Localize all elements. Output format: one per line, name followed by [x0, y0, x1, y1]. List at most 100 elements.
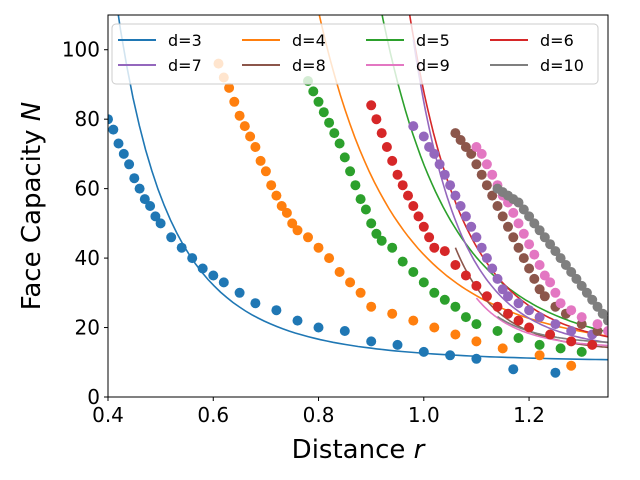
data-point-d3	[471, 353, 482, 364]
data-point-d6	[408, 201, 419, 211]
data-point-d8	[471, 159, 482, 170]
y-tick-label: 40	[75, 246, 100, 270]
x-tick-label: 1.2	[513, 403, 545, 427]
data-point-d8	[450, 128, 461, 139]
data-point-d10	[545, 239, 556, 250]
data-point-d10	[566, 267, 577, 277]
data-point-d6	[413, 211, 424, 222]
y-tick-label: 80	[75, 107, 100, 131]
data-point-d3	[108, 124, 119, 135]
data-point-d10	[534, 225, 545, 236]
data-point-d10	[555, 253, 566, 264]
data-point-d5	[339, 152, 350, 163]
data-point-d8	[534, 284, 545, 295]
y-tick-label: 0	[87, 385, 100, 409]
data-point-d6	[460, 270, 471, 281]
data-point-d6	[381, 142, 392, 152]
data-point-d8	[481, 180, 492, 191]
data-point-d6	[424, 232, 435, 243]
data-point-d3	[124, 159, 135, 170]
data-point-d3	[208, 270, 219, 281]
data-point-d8	[524, 263, 535, 274]
data-point-d7	[492, 273, 503, 284]
data-point-d4	[276, 201, 287, 211]
data-point-d8	[592, 326, 603, 336]
data-point-d7	[408, 121, 419, 132]
fit-line-d5	[381, 15, 608, 333]
data-point-d6	[545, 329, 556, 340]
y-tick-label: 20	[75, 316, 100, 340]
data-point-d5	[439, 294, 450, 305]
y-tick-label: 100	[62, 38, 100, 62]
fit-curves	[117, 15, 608, 361]
data-point-d4	[387, 308, 398, 319]
data-point-d5	[534, 339, 545, 350]
x-tick-label: 0.4	[92, 403, 124, 427]
data-point-d5	[429, 287, 440, 298]
data-point-d6	[387, 155, 398, 166]
legend-label: d=8	[292, 56, 326, 75]
data-point-d4	[224, 82, 235, 93]
data-point-d7	[476, 242, 487, 253]
data-point-d4	[245, 131, 256, 142]
data-point-d8	[455, 135, 466, 145]
data-point-d6	[471, 280, 482, 291]
data-point-d5	[318, 107, 329, 118]
data-point-d9	[476, 148, 487, 159]
data-point-d6	[450, 260, 461, 270]
data-point-d3	[218, 277, 229, 288]
data-point-d9	[539, 270, 550, 281]
data-point-d10	[539, 232, 550, 243]
data-point-d8	[476, 169, 487, 180]
data-point-d4	[355, 287, 366, 298]
data-point-d8	[460, 142, 471, 152]
data-point-d5	[324, 117, 335, 128]
data-point-d5	[313, 96, 324, 107]
data-point-d3	[129, 173, 140, 184]
data-point-d7	[524, 305, 535, 316]
data-point-d5	[329, 128, 340, 139]
data-point-d7	[466, 221, 477, 232]
data-point-d5	[334, 138, 345, 149]
data-point-d5	[555, 343, 566, 354]
data-point-d9	[555, 298, 566, 309]
data-point-d10	[524, 211, 535, 222]
y-tick-label: 60	[75, 177, 100, 201]
data-point-d8	[487, 190, 498, 201]
data-point-d4	[334, 267, 345, 277]
data-point-d4	[324, 253, 335, 264]
data-point-d3	[392, 339, 403, 350]
data-point-d4	[255, 155, 266, 166]
data-point-d4	[313, 242, 324, 253]
data-point-d8	[576, 319, 587, 330]
data-point-d9	[603, 326, 608, 336]
legend-label: d=6	[540, 31, 574, 50]
legend-label: d=5	[416, 31, 450, 50]
data-point-d10	[603, 315, 608, 326]
data-point-d6	[376, 128, 387, 139]
data-point-d5	[360, 204, 371, 215]
data-point-d5	[492, 326, 503, 336]
data-point-d3	[113, 138, 124, 149]
data-point-d3	[339, 326, 350, 336]
data-point-d10	[597, 308, 608, 319]
y-axis-label-var: N	[17, 102, 47, 121]
axis-ticks: 0.4 0.6 0.8 1.0 1.2 0 20 40 60 80 100	[62, 38, 545, 427]
data-point-d6	[392, 169, 403, 180]
data-point-d9	[471, 142, 482, 152]
data-point-d3	[176, 242, 187, 253]
data-point-d6	[429, 242, 440, 253]
x-tick-label: 1.0	[408, 403, 440, 427]
data-point-d3	[134, 183, 145, 194]
data-point-d7	[513, 298, 524, 309]
data-point-d5	[460, 312, 471, 323]
data-point-d9	[524, 239, 535, 250]
data-point-d10	[529, 218, 540, 229]
data-point-d9	[545, 277, 556, 288]
data-point-d5	[350, 180, 361, 191]
data-point-d5	[366, 218, 377, 229]
data-point-d4	[239, 121, 250, 132]
data-point-d6	[587, 339, 598, 350]
data-point-d6	[566, 336, 577, 347]
data-point-d3	[187, 253, 198, 264]
